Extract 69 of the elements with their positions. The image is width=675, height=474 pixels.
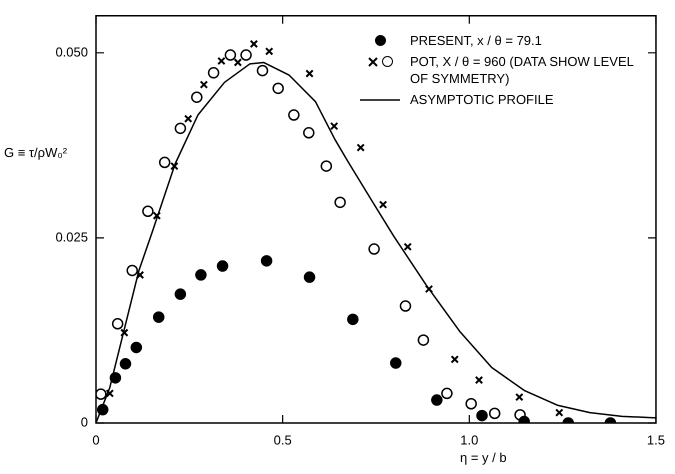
point: [347, 314, 359, 326]
point: [272, 82, 284, 94]
point: [555, 408, 564, 417]
point: [305, 69, 314, 78]
point: [174, 122, 186, 134]
legend-label: ASYMPTOTIC PROFILE: [410, 91, 555, 108]
point: [431, 394, 443, 406]
legend-label: POT, X / θ = 960 (DATA SHOW LEVEL OF SYMMETRY): [410, 53, 634, 87]
point: [240, 49, 252, 61]
point: [368, 243, 380, 255]
point: [195, 269, 207, 281]
point: [265, 47, 274, 56]
point: [260, 255, 272, 267]
point: [170, 162, 179, 170]
point: [120, 328, 129, 337]
point: [110, 372, 122, 384]
point: [152, 311, 164, 323]
point: [200, 80, 208, 89]
point: [158, 156, 170, 168]
point: [208, 67, 220, 79]
point: [334, 196, 346, 208]
point: [356, 143, 365, 152]
point: [441, 388, 453, 400]
point: [304, 271, 316, 283]
point: [330, 122, 338, 130]
point: [174, 288, 186, 300]
point: [400, 300, 412, 312]
point: [515, 392, 524, 402]
point: [96, 404, 108, 416]
point: [450, 355, 459, 364]
point: [224, 49, 236, 61]
point: [303, 127, 315, 139]
point: [130, 342, 142, 354]
point: [465, 398, 477, 410]
point: [106, 389, 114, 398]
point: [390, 357, 402, 369]
point: [96, 388, 107, 400]
point: [112, 318, 124, 330]
point: [152, 212, 162, 220]
point: [234, 58, 242, 67]
point: [424, 284, 434, 294]
x-tick-label: 0: [92, 432, 100, 448]
point: [404, 242, 412, 251]
point: [217, 56, 226, 66]
x-tick-label: 1.0: [460, 432, 478, 448]
y-tick-label: 0.050: [55, 44, 88, 60]
point: [184, 114, 192, 123]
point: [216, 260, 228, 272]
point: [256, 64, 268, 76]
y-tick-label: 0: [80, 414, 88, 430]
point: [378, 200, 388, 209]
point: [474, 376, 484, 384]
y-axis-title: G ≡ τ/ρW₀²: [4, 145, 68, 160]
point: [136, 270, 144, 280]
y-tick-label: 0.025: [55, 229, 88, 244]
point: [488, 408, 500, 420]
point: [320, 160, 332, 172]
x-tick-label: 1.5: [646, 432, 666, 448]
point: [142, 206, 154, 218]
point: [120, 358, 132, 370]
point: [126, 264, 138, 276]
point: [191, 91, 203, 103]
legend-label: PRESENT, x / θ = 79.1: [410, 32, 543, 49]
x-tick-label: 0.5: [274, 432, 292, 448]
point: [476, 410, 488, 422]
x-axis-title: η = y / b: [460, 450, 507, 465]
point: [288, 109, 300, 121]
point: [250, 40, 258, 48]
point: [418, 334, 430, 346]
